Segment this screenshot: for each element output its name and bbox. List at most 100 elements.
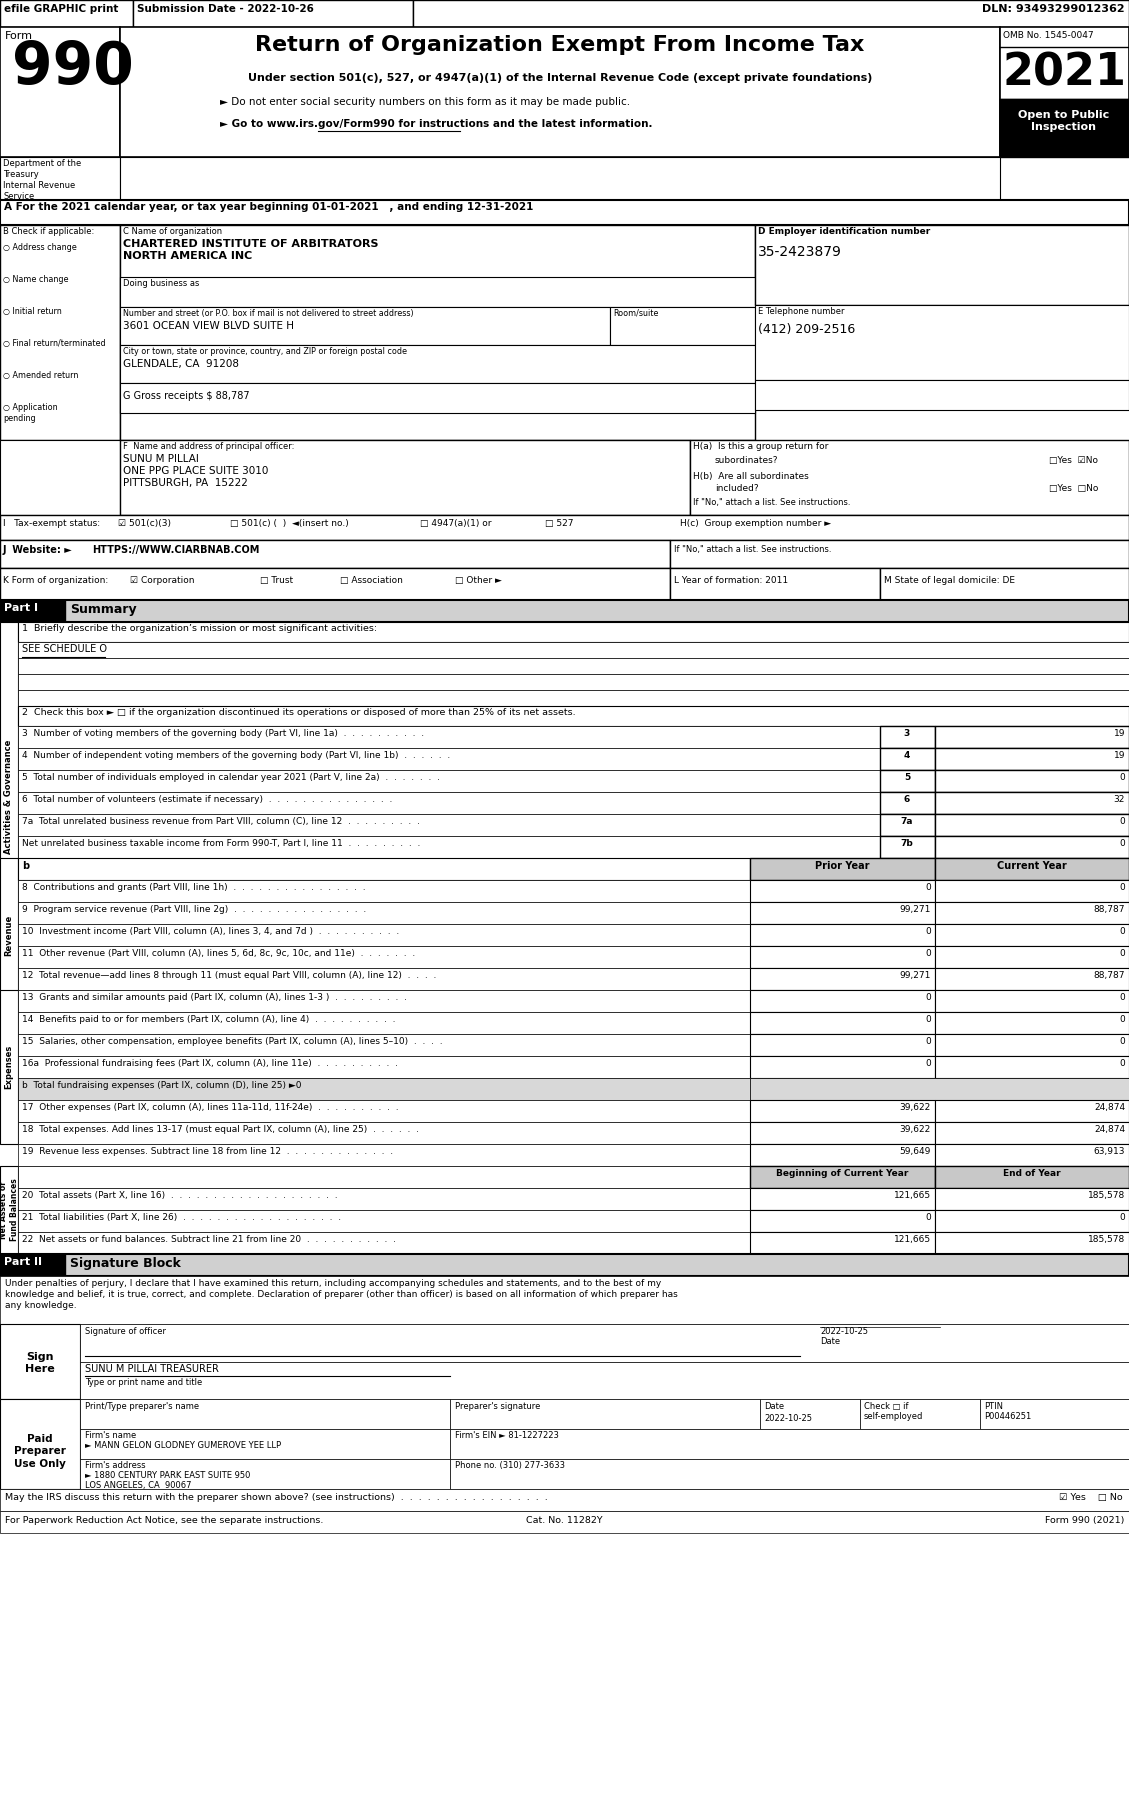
Text: D Employer identification number: D Employer identification number — [758, 227, 930, 236]
Bar — [750, 1012, 935, 1034]
Text: J  Website: ►: J Website: ► — [3, 544, 72, 555]
Text: 0: 0 — [926, 927, 931, 936]
Bar — [120, 383, 755, 414]
Bar — [18, 1078, 750, 1099]
Text: 99,271: 99,271 — [900, 905, 931, 914]
Bar — [133, 0, 413, 27]
Text: DLN: 93493299012362: DLN: 93493299012362 — [982, 4, 1124, 15]
Bar — [935, 1166, 1129, 1188]
Text: 14  Benefits paid to or for members (Part IX, column (A), line 4)  .  .  .  .  .: 14 Benefits paid to or for members (Part… — [21, 1016, 395, 1023]
Bar — [935, 1232, 1129, 1253]
Text: Current Year: Current Year — [997, 862, 1067, 871]
Bar — [0, 1489, 1129, 1511]
Text: Submission Date - 2022-10-26: Submission Date - 2022-10-26 — [137, 4, 314, 15]
Text: self-employed: self-employed — [864, 1411, 924, 1420]
Text: 5: 5 — [904, 773, 910, 782]
Bar — [0, 1253, 1129, 1275]
Text: 3601 OCEAN VIEW BLVD SUITE H: 3601 OCEAN VIEW BLVD SUITE H — [123, 321, 294, 330]
Text: 0: 0 — [926, 992, 931, 1001]
Text: ○ Final return/terminated: ○ Final return/terminated — [3, 339, 106, 348]
Bar — [80, 1362, 1129, 1399]
Bar — [80, 1458, 450, 1489]
Text: 0: 0 — [1119, 816, 1124, 825]
Text: 24,874: 24,874 — [1094, 1125, 1124, 1134]
Text: Type or print name and title: Type or print name and title — [85, 1379, 202, 1388]
Bar — [935, 902, 1129, 923]
Text: Date: Date — [764, 1402, 785, 1411]
Bar — [610, 307, 755, 345]
Bar — [935, 945, 1129, 969]
Text: 990: 990 — [12, 38, 133, 96]
Bar — [0, 515, 1129, 541]
Bar — [18, 923, 750, 945]
Text: 15  Salaries, other compensation, employee benefits (Part IX, column (A), lines : 15 Salaries, other compensation, employe… — [21, 1038, 443, 1047]
Text: ONE PPG PLACE SUITE 3010: ONE PPG PLACE SUITE 3010 — [123, 466, 269, 475]
Text: 3  Number of voting members of the governing body (Part VI, line 1a)  .  .  .  .: 3 Number of voting members of the govern… — [21, 729, 425, 738]
Text: 16a  Professional fundraising fees (Part IX, column (A), line 11e)  .  .  .  .  : 16a Professional fundraising fees (Part … — [21, 1059, 399, 1068]
Text: Paid
Preparer
Use Only: Paid Preparer Use Only — [14, 1435, 65, 1469]
Bar — [980, 1399, 1129, 1429]
Text: ○ Application
pending: ○ Application pending — [3, 403, 58, 423]
Bar — [0, 0, 1129, 27]
Bar — [935, 793, 1129, 814]
Bar — [18, 1012, 750, 1034]
Text: 6  Total number of volunteers (estimate if necessary)  .  .  .  .  .  .  .  .  .: 6 Total number of volunteers (estimate i… — [21, 795, 393, 804]
Bar — [879, 769, 935, 793]
Text: □ 501(c) (  )  ◄(insert no.): □ 501(c) ( ) ◄(insert no.) — [230, 519, 349, 528]
Bar — [755, 379, 1129, 410]
Text: Revenue: Revenue — [5, 914, 14, 956]
Bar — [18, 990, 750, 1012]
Text: 2  Check this box ► □ if the organization discontinued its operations or dispose: 2 Check this box ► □ if the organization… — [21, 707, 576, 717]
Text: 0: 0 — [926, 949, 931, 958]
Bar — [669, 541, 1129, 568]
Bar — [750, 1099, 935, 1123]
Bar — [18, 689, 1129, 706]
Text: Phone no. (310) 277-3633: Phone no. (310) 277-3633 — [455, 1460, 564, 1469]
Text: 21  Total liabilities (Part X, line 26)  .  .  .  .  .  .  .  .  .  .  .  .  .  : 21 Total liabilities (Part X, line 26) .… — [21, 1214, 341, 1223]
Text: Signature Block: Signature Block — [70, 1257, 181, 1270]
Text: 2021: 2021 — [1003, 51, 1126, 94]
Text: Signature of officer: Signature of officer — [85, 1328, 166, 1335]
Bar — [935, 769, 1129, 793]
Bar — [0, 200, 1129, 225]
Bar — [0, 1324, 80, 1399]
Bar — [413, 0, 1129, 27]
Text: 99,271: 99,271 — [900, 970, 931, 980]
Text: End of Year: End of Year — [1004, 1168, 1061, 1177]
Text: K Form of organization:: K Form of organization: — [3, 577, 108, 584]
Text: Department of the
Treasury
Internal Revenue
Service: Department of the Treasury Internal Reve… — [3, 160, 81, 201]
Text: 0: 0 — [1119, 949, 1124, 958]
Bar — [0, 568, 669, 600]
Bar — [750, 1232, 935, 1253]
Text: Firm's name: Firm's name — [85, 1431, 137, 1440]
Text: 185,578: 185,578 — [1087, 1192, 1124, 1201]
Bar — [935, 814, 1129, 836]
Text: b: b — [21, 862, 29, 871]
Text: Activities & Governance: Activities & Governance — [5, 740, 14, 854]
Bar — [0, 1275, 1129, 1324]
Bar — [450, 1399, 760, 1429]
Text: ○ Initial return: ○ Initial return — [3, 307, 62, 316]
Text: 88,787: 88,787 — [1094, 905, 1124, 914]
Bar — [860, 1399, 980, 1429]
Text: Expenses: Expenses — [5, 1045, 14, 1088]
Bar — [750, 945, 935, 969]
Bar — [18, 658, 1129, 675]
Bar — [0, 1511, 1129, 1533]
Text: Open to Public
Inspection: Open to Public Inspection — [1018, 111, 1110, 132]
Text: 2022-10-25: 2022-10-25 — [764, 1413, 812, 1422]
Text: Doing business as: Doing business as — [123, 279, 200, 288]
Text: 18  Total expenses. Add lines 13-17 (must equal Part IX, column (A), line 25)  .: 18 Total expenses. Add lines 13-17 (must… — [21, 1125, 419, 1134]
Text: 0: 0 — [1119, 840, 1124, 847]
Bar — [18, 642, 1129, 658]
Text: 19: 19 — [1113, 729, 1124, 738]
Bar — [750, 969, 935, 990]
Bar — [750, 1078, 1129, 1099]
Bar — [750, 902, 935, 923]
Text: 6: 6 — [904, 795, 910, 804]
Bar — [0, 1166, 18, 1253]
Text: If "No," attach a list. See instructions.: If "No," attach a list. See instructions… — [674, 544, 831, 553]
Text: 3: 3 — [904, 729, 910, 738]
Bar — [18, 969, 750, 990]
Bar — [879, 747, 935, 769]
